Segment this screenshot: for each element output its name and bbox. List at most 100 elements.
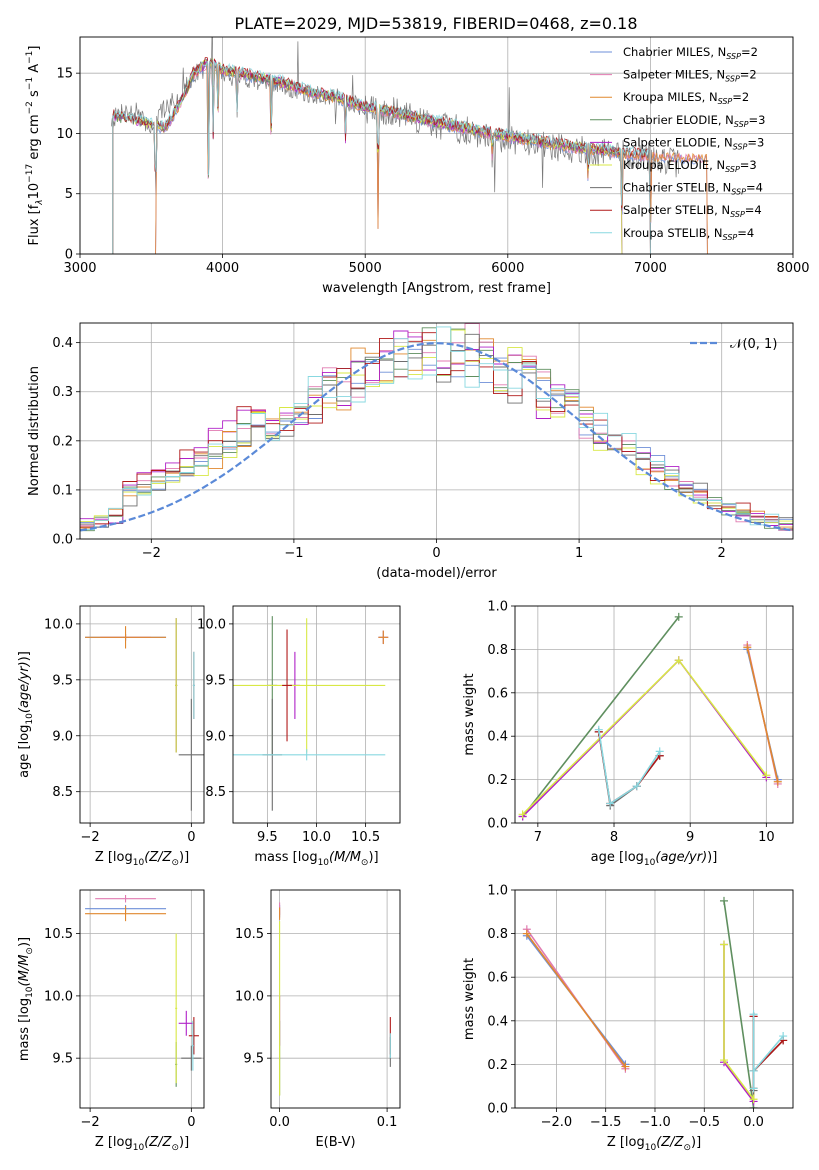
legend-label: Chabrier ELODIE, NSSP=3 xyxy=(623,113,765,129)
y-tick-label: 0.2 xyxy=(52,434,73,449)
y-tick-label: 10.0 xyxy=(235,989,264,1004)
error-bar xyxy=(181,1045,202,1071)
y-tick-label: 0.6 xyxy=(487,686,508,701)
age-vs-mass-panel: 9.5 10.0 10.5 8.5 9.0 9.5 10.0 mass [log10(M/M⊙… xyxy=(197,605,401,868)
y-axis-label: Normed distribution xyxy=(27,366,42,496)
y-tick-label: 0.3 xyxy=(52,385,73,400)
y-tick-label: 0.0 xyxy=(487,1102,508,1117)
y-tick-label: 8.5 xyxy=(205,785,226,800)
y-tick-label: 9.5 xyxy=(52,1052,73,1067)
weight-point-marker xyxy=(749,1010,758,1019)
x-tick-label: 8000 xyxy=(776,261,809,276)
legend-label: Kroupa ELODIE, NSSP=3 xyxy=(623,158,757,174)
spectrum-panel: 3000 4000 5000 6000 7000 8000 0 5 10 15 Flux [fλ10… xyxy=(25,36,810,296)
x-tick-label: 10.0 xyxy=(302,830,331,845)
x-axis-label: Z [log10(Z/Z⊙)] xyxy=(95,1135,189,1153)
age-vs-metallicity-panel: −2 0 8.5 9.0 9.5 10.0 Z [log10(Z/Z⊙)] age [log1… xyxy=(17,605,205,868)
legend-item: Salpeter ELODIE, NSSP=3 xyxy=(590,135,764,151)
x-tick-label: 1 xyxy=(575,546,583,561)
y-tick-label: 10.0 xyxy=(44,989,73,1004)
y-tick-label: 0.8 xyxy=(487,643,508,658)
legend-label: Kroupa STELIB, NSSP=4 xyxy=(623,226,754,242)
axes-frame xyxy=(79,36,794,255)
x-axis-label: (data-model)/error xyxy=(376,566,497,581)
x-tick-label: 0 xyxy=(432,546,440,561)
weight-series-line xyxy=(746,647,779,782)
x-tick-label: −0.5 xyxy=(688,1115,720,1130)
y-tick-label: 10 xyxy=(56,127,73,142)
weight-point-marker xyxy=(719,1056,728,1065)
observed-spectrum-line xyxy=(111,37,679,248)
plot-area xyxy=(279,902,391,1096)
error-bar xyxy=(233,749,386,761)
x-tick-label: −1 xyxy=(284,546,303,561)
error-bar xyxy=(191,1020,194,1071)
error-bar xyxy=(282,629,292,742)
y-tick-label: 9.0 xyxy=(205,729,226,744)
weight-series-line xyxy=(598,729,661,805)
y-tick-label: 9.5 xyxy=(52,673,73,688)
x-tick-label: 2 xyxy=(718,546,726,561)
x-tick-label: 0.0 xyxy=(269,1115,290,1130)
legend-label: 𝒩(0, 1) xyxy=(730,337,777,352)
axes-frame xyxy=(79,605,205,824)
plot-area xyxy=(111,37,708,254)
y-axis-label: mass [log10(M/M⊙)] xyxy=(17,937,35,1061)
legend-item: Salpeter STELIB, NSSP=4 xyxy=(590,203,762,219)
grid xyxy=(80,890,204,1108)
x-tick-label: 0 xyxy=(187,1115,195,1130)
x-axis-label: wavelength [Angstrom, rest frame] xyxy=(322,281,551,296)
y-tick-label: 10.5 xyxy=(44,927,73,942)
x-tick-label: −1.5 xyxy=(590,1115,622,1130)
y-tick-label: 5 xyxy=(65,187,73,202)
error-bar xyxy=(85,626,167,649)
y-tick-label: 0.4 xyxy=(487,1014,508,1029)
legend-label: Chabrier STELIB, NSSP=4 xyxy=(623,181,763,197)
mass-vs-metallicity-panel: −2 0 9.5 10.0 10.5 Z [log10(Z/Z⊙)] mass [log10… xyxy=(17,889,205,1153)
mass-vs-ebv-panel: 0.0 0.1 9.5 10.0 10.5 E(B-V) xyxy=(235,889,401,1150)
axes-frame xyxy=(79,322,794,540)
legend-item: Chabrier STELIB, NSSP=4 xyxy=(590,181,763,197)
error-bar xyxy=(95,894,156,903)
legend-item: Kroupa STELIB, NSSP=4 xyxy=(590,226,754,242)
weight-point-marker xyxy=(655,747,664,756)
legend-label: Chabrier MILES, NSSP=2 xyxy=(623,45,758,61)
legend-label: Salpeter STELIB, NSSP=4 xyxy=(623,203,762,219)
weight-series-line xyxy=(526,933,627,1068)
y-tick-label: 8.5 xyxy=(52,785,73,800)
x-tick-label: 0 xyxy=(187,830,195,845)
y-tick-label: 0.0 xyxy=(487,817,508,832)
weight-point-marker xyxy=(632,782,641,791)
y-tick-label: 0.4 xyxy=(487,730,508,745)
plot-area xyxy=(80,323,793,532)
weight-series-line xyxy=(521,616,680,817)
y-tick-label: 10.5 xyxy=(235,927,264,942)
y-tick-label: 1.0 xyxy=(487,884,508,899)
weight-point-marker xyxy=(779,1032,788,1041)
plot-area xyxy=(233,616,389,811)
x-tick-label: 7 xyxy=(534,830,542,845)
y-tick-label: 0.6 xyxy=(487,971,508,986)
model-spectrum-line xyxy=(112,60,623,254)
y-tick-label: 1.0 xyxy=(487,600,508,615)
x-tick-label: 9 xyxy=(686,830,694,845)
x-tick-label: 0.1 xyxy=(377,1115,398,1130)
grid xyxy=(233,606,400,823)
legend: Chabrier MILES, NSSP=2 Salpeter MILES, NS… xyxy=(590,45,765,242)
y-tick-label: 0.2 xyxy=(487,773,508,788)
weight-point-marker xyxy=(762,771,771,780)
y-tick-label: 0 xyxy=(65,248,73,263)
weight-vs-metallicity-panel: −2.0 −1.5 −1.0 −0.5 0.0 0.0 0.2 0.4 0.6 0.8 1.0 Z [… xyxy=(462,884,794,1153)
y-axis-label: age [log10(age/yr))] xyxy=(17,651,35,778)
error-bar xyxy=(178,1010,194,1036)
weight-series-line xyxy=(522,659,767,818)
y-tick-label: 9.5 xyxy=(243,1052,264,1067)
y-tick-label: 10.0 xyxy=(44,617,73,632)
y-tick-label: 9.0 xyxy=(52,729,73,744)
grid xyxy=(271,890,400,1108)
y-tick-label: 15 xyxy=(56,67,73,82)
plot-area xyxy=(85,894,202,1087)
x-axis-label: Z [log10(Z/Z⊙)] xyxy=(95,850,189,868)
x-tick-label: −2 xyxy=(142,546,161,561)
x-tick-label: 5000 xyxy=(349,261,382,276)
